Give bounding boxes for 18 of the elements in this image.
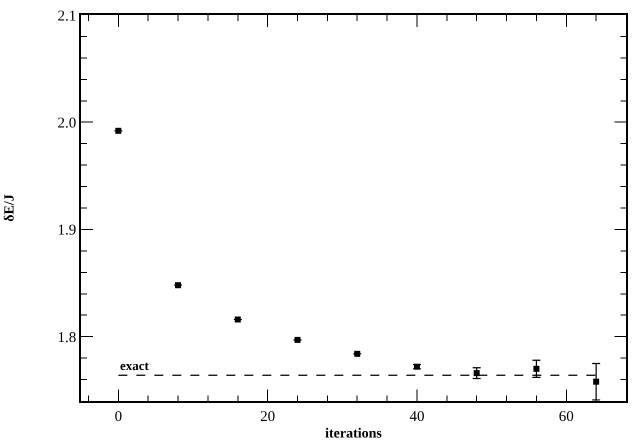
x-tick-label: 40 — [409, 408, 424, 425]
y-tick-label: 2.1 — [58, 8, 76, 24]
y-tick-label: 1.9 — [58, 222, 76, 239]
point — [533, 366, 540, 372]
x-tick-label: 20 — [260, 408, 276, 425]
point — [175, 282, 182, 288]
y-tick-label: 1.8 — [58, 330, 76, 346]
point — [234, 316, 241, 323]
y-tick-label: 2.0 — [58, 115, 76, 132]
point — [294, 336, 301, 343]
ref-line-label: exact — [120, 358, 150, 373]
y-axis-title: δE/J — [2, 194, 18, 222]
x-tick-label: 0 — [114, 408, 122, 425]
point — [115, 128, 122, 134]
point — [354, 350, 360, 357]
point — [593, 378, 600, 385]
x-axis-title: iterations — [325, 426, 382, 442]
x-tick-label: 60 — [558, 408, 574, 425]
